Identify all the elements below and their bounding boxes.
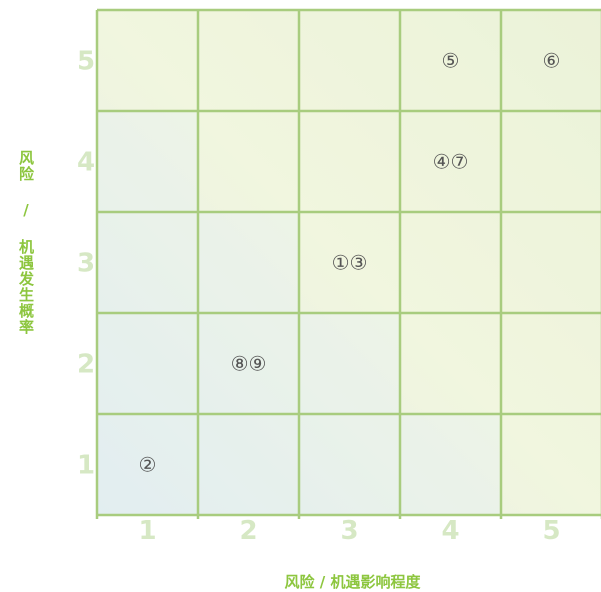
y-tick-label: 3: [77, 249, 95, 279]
matrix-cell: [97, 111, 198, 212]
risk-point-label: ④⑦: [433, 150, 469, 174]
risk-point-label: ①③: [332, 251, 368, 275]
risk-point-label: ⑥: [543, 49, 561, 73]
matrix-cell: [97, 212, 198, 313]
matrix-cell: [198, 10, 299, 111]
matrix-cell: [198, 212, 299, 313]
y-tick-label: 5: [77, 47, 95, 77]
matrix-cell: [97, 10, 198, 111]
x-tick-label: 1: [138, 516, 156, 546]
matrix-cell: [198, 313, 299, 414]
y-tick-label: 4: [77, 148, 95, 178]
y-tick-label: 2: [77, 350, 95, 380]
risk-point-label: ⑤: [442, 49, 460, 73]
matrix-cell: [400, 111, 501, 212]
matrix-cell: [501, 313, 601, 414]
matrix-cell: [299, 111, 400, 212]
matrix-cell: [400, 212, 501, 313]
matrix-cell: [400, 414, 501, 515]
matrix-cell: [501, 111, 601, 212]
x-tick-label: 3: [340, 516, 358, 546]
x-axis-label: 风险 / 机遇影响程度: [284, 573, 421, 591]
matrix-cell: [501, 10, 601, 111]
matrix-cell: [299, 313, 400, 414]
matrix-cell: [198, 111, 299, 212]
matrix-cell: [501, 212, 601, 313]
matrix-cell: [97, 313, 198, 414]
y-tick-label: 1: [77, 451, 95, 481]
risk-point-label: ②: [139, 453, 157, 477]
risk-point-label: ⑧⑨: [231, 352, 267, 376]
matrix-cell: [400, 10, 501, 111]
matrix-cell: [198, 414, 299, 515]
matrix-cell: [97, 414, 198, 515]
x-tick-label: 4: [441, 516, 459, 546]
x-tick-label: 2: [239, 516, 257, 546]
matrix-background: [97, 10, 601, 516]
matrix-cell: [501, 414, 601, 515]
y-axis-label: 风险 / 机遇发生概率: [17, 150, 35, 335]
matrix-cell: [299, 10, 400, 111]
matrix-cell: [299, 212, 400, 313]
matrix-cell: [299, 414, 400, 515]
x-tick-label: 5: [542, 516, 560, 546]
matrix-cell: [400, 313, 501, 414]
